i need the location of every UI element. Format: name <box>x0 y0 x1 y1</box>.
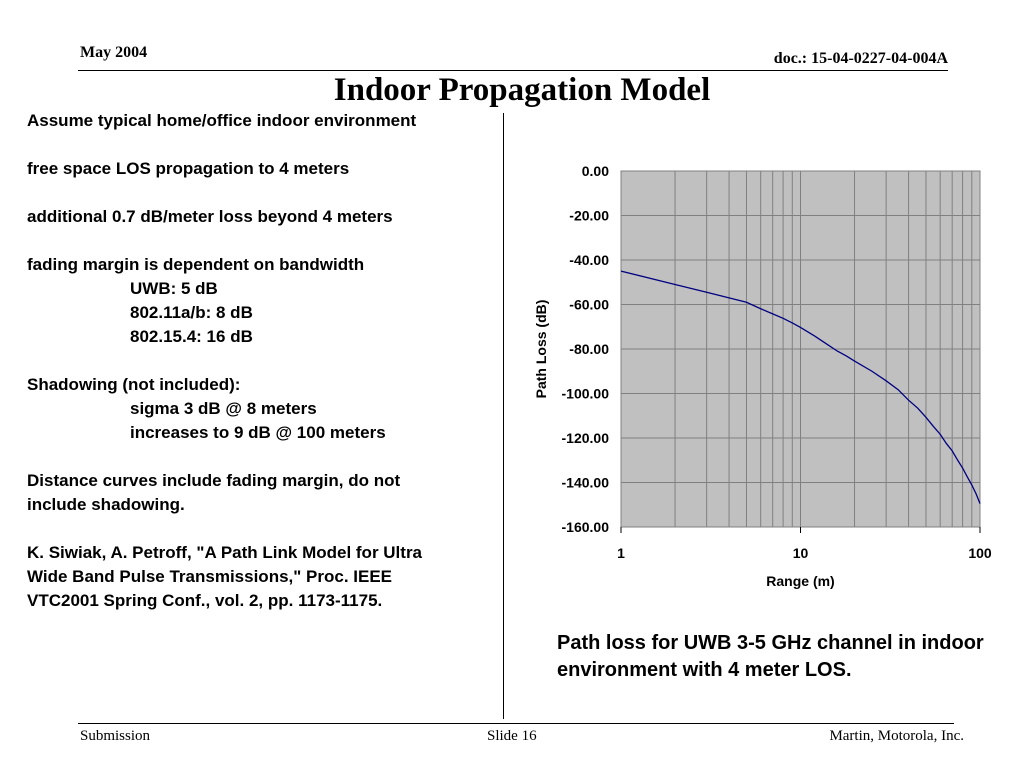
chart-caption: Path loss for UWB 3-5 GHz channel in ind… <box>557 632 984 681</box>
y-tick-label: -20.00 <box>569 208 609 224</box>
header-rule <box>78 70 948 71</box>
series-line <box>620 270 981 504</box>
body-text: Assume typical home/office indoor enviro… <box>27 109 497 613</box>
footer-submission: Submission <box>80 728 151 744</box>
x-axis-ticks: 1 10 100 <box>617 527 992 561</box>
y-axis-label: Path Loss (dB) <box>533 300 549 399</box>
body-line: Assume typical home/office indoor enviro… <box>27 111 417 130</box>
body-line: Wide Band Pulse Transmissions," Proc. IE… <box>27 567 393 586</box>
body-line: sigma 3 dB @ 8 meters <box>130 399 317 418</box>
body-line: increases to 9 dB @ 100 meters <box>130 423 386 442</box>
body-line: 802.11a/b: 8 dB <box>130 303 253 322</box>
body-line: Shadowing (not included): <box>27 375 241 394</box>
column-divider <box>503 113 504 719</box>
body-line: additional 0.7 dB/meter loss beyond 4 me… <box>27 207 393 226</box>
body-line: VTC2001 Spring Conf., vol. 2, pp. 1173-1… <box>27 591 383 610</box>
y-tick-label: 0.00 <box>582 163 609 179</box>
y-tick-label: -100.00 <box>562 386 610 402</box>
body-line: 802.15.4: 16 dB <box>130 327 253 346</box>
y-tick-label: -120.00 <box>562 430 610 446</box>
body-line: UWB: 5 dB <box>130 279 218 298</box>
body-line <box>27 349 497 373</box>
body-line: Distance curves include fading margin, d… <box>27 471 401 490</box>
body-line <box>27 517 497 541</box>
x-tick-label: 1 <box>617 545 625 561</box>
y-tick-label: -140.00 <box>562 475 610 491</box>
footer-slide-number: Slide 16 <box>487 728 537 744</box>
body-line <box>27 445 497 469</box>
slide-title: Indoor Propagation Model <box>333 72 711 108</box>
x-axis-label: Range (m) <box>766 573 834 589</box>
y-tick-label: -160.00 <box>562 519 610 535</box>
footer-author: Martin, Motorola, Inc. <box>829 728 964 744</box>
grid-lines <box>620 170 981 528</box>
body-line <box>27 229 497 253</box>
body-line <box>27 181 497 205</box>
y-tick-label: -80.00 <box>569 341 609 357</box>
y-tick-label: -60.00 <box>569 297 609 313</box>
body-line: free space LOS propagation to 4 meters <box>27 159 350 178</box>
y-tick-label: -40.00 <box>569 252 609 268</box>
path-loss-chart: 0.00 -20.00 -40.00 -60.00 -80.00 -100.00 -120.… <box>533 163 992 589</box>
header-doc-id: doc.: 15-04-0227-04-004A <box>773 50 948 67</box>
body-line: K. Siwiak, A. Petroff, "A Path Link Mode… <box>27 543 423 562</box>
x-tick-label: 100 <box>968 545 992 561</box>
body-line <box>27 133 497 157</box>
body-line: fading margin is dependent on bandwidth <box>27 255 365 274</box>
footer-rule <box>78 723 954 724</box>
x-tick-label: 10 <box>793 545 809 561</box>
y-axis-ticks: 0.00 -20.00 -40.00 -60.00 -80.00 -100.00 -120.… <box>562 163 610 535</box>
body-line: include shadowing. <box>27 495 185 514</box>
header-date: May 2004 <box>80 44 148 61</box>
